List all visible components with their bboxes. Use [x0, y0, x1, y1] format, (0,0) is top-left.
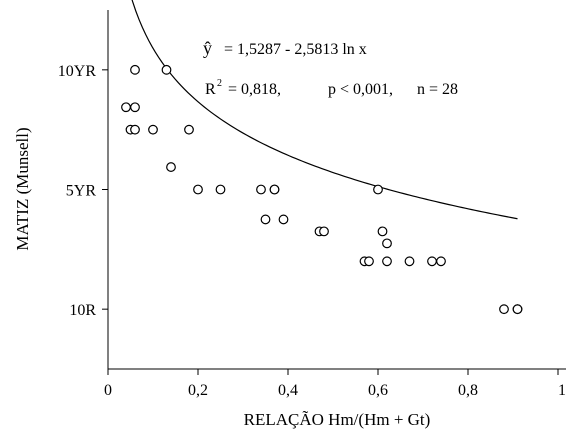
data-point	[260, 214, 271, 225]
x-axis-label: RELAÇÃO Hm/(Hm + Gt)	[244, 410, 431, 429]
x-tick-label: 0,8	[458, 382, 478, 399]
data-point	[512, 304, 523, 315]
axes	[107, 10, 566, 370]
equation-symbol: ŷ	[203, 38, 212, 58]
x-tick-label: 1	[558, 382, 566, 399]
x-tick-label: 0,4	[278, 382, 298, 399]
y-tick-label: 10YR	[58, 63, 97, 80]
data-point	[436, 256, 446, 267]
annotation-block: ŷ = 1,5287 - 2,5813 ln x R 2 = 0,818, p …	[203, 38, 458, 98]
data-point	[130, 124, 140, 135]
data-point	[193, 184, 203, 195]
x-tick-label: 0,6	[368, 382, 388, 399]
y-tick-label: 5YR	[66, 183, 97, 200]
data-point	[269, 184, 280, 195]
p-value: p < 0,001,	[328, 81, 393, 98]
data-point	[215, 184, 226, 195]
data-point	[121, 102, 131, 113]
data-point	[130, 64, 140, 75]
data-point	[382, 238, 392, 249]
data-point	[148, 124, 158, 135]
data-point	[382, 256, 392, 267]
x-tick-label: 0	[104, 382, 112, 399]
data-point	[166, 162, 176, 172]
equation-text: = 1,5287 - 2,5813 ln x	[224, 41, 367, 58]
r2-superscript: 2	[217, 78, 222, 89]
data-point	[404, 256, 415, 267]
y-ticks: 10R 5YR 10YR	[58, 63, 108, 319]
data-point	[364, 256, 374, 267]
r2-value: = 0,818,	[228, 81, 281, 98]
data-point	[256, 184, 266, 195]
data-points	[121, 64, 523, 315]
y-axis-label: MATIZ (Munsell)	[13, 127, 32, 250]
data-point	[161, 64, 172, 75]
n-value: n = 28	[417, 81, 458, 98]
x-tick-label: 0,2	[188, 382, 208, 399]
data-point	[377, 226, 388, 237]
data-point	[373, 184, 383, 195]
y-tick-label: 10R	[69, 302, 96, 319]
data-point	[427, 256, 437, 267]
data-point	[130, 102, 140, 113]
r2-label: R	[205, 81, 216, 98]
data-point	[499, 304, 509, 315]
data-point	[278, 214, 289, 225]
x-ticks: 0 0,2 0,4 0,6 0,8 1	[104, 369, 566, 399]
data-point	[184, 124, 194, 135]
fit-curve	[131, 0, 518, 220]
data-point	[319, 226, 329, 237]
